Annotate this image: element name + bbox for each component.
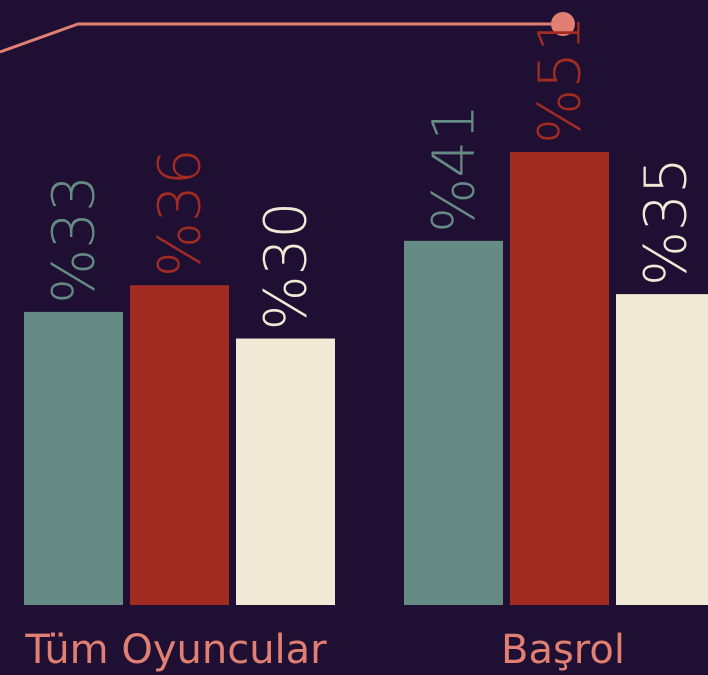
- bar: [510, 152, 609, 605]
- bar-value-label: %33: [40, 175, 108, 304]
- bar: [616, 294, 708, 605]
- bar: [24, 311, 123, 605]
- category-labels-group: Tüm Oyuncular Başrol: [24, 627, 625, 673]
- bar-value-label: %41: [420, 104, 488, 233]
- bar: [404, 240, 503, 605]
- category-label: Tüm Oyuncular: [24, 627, 327, 673]
- accent-line: [0, 22, 562, 54]
- category-label: Başrol: [501, 627, 625, 673]
- value-labels-group: %33 %36 %30 %41 %51 %35: [40, 15, 700, 330]
- bar-value-label: %35: [632, 157, 700, 286]
- bar-value-label: %30: [252, 202, 320, 331]
- accent-dot: [551, 12, 575, 36]
- decorative-accent-line: [0, 12, 575, 54]
- bar-value-label: %51: [526, 15, 594, 144]
- bar-value-label: %36: [146, 148, 214, 277]
- bars-group: [24, 152, 708, 605]
- bar: [130, 285, 229, 605]
- bar: [236, 338, 335, 605]
